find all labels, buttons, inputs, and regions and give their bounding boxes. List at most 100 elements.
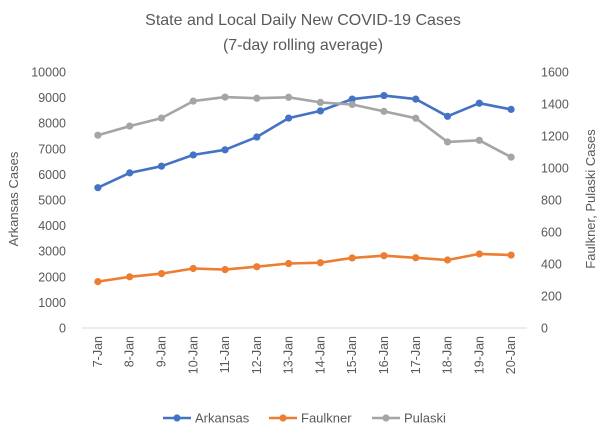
- data-point-pulaski: [157, 114, 166, 122]
- data-point-arkansas: [443, 112, 452, 120]
- data-point-faulkner: [443, 256, 452, 264]
- data-point-faulkner: [189, 264, 197, 273]
- legend-swatch-marker: [279, 414, 287, 422]
- chart-title: State and Local Daily New COVID-19 Cases: [145, 12, 461, 29]
- data-point-faulkner: [285, 259, 293, 268]
- data-point-arkansas: [475, 99, 483, 107]
- data-point-pulaski: [189, 97, 197, 105]
- data-point-pulaski: [94, 131, 102, 139]
- x-tick-label: 17-Jan: [409, 336, 423, 374]
- data-point-faulkner: [475, 250, 483, 258]
- legend-item-pulaski: Pulaski: [372, 411, 446, 426]
- x-tick-label: 20-Jan: [504, 336, 518, 374]
- y-right-tick-label: 0: [541, 322, 548, 336]
- series-faulkner: [94, 250, 515, 286]
- y-left-tick-label: 10000: [31, 66, 66, 80]
- x-tick-label: 8-Jan: [123, 336, 137, 367]
- data-point-faulkner: [348, 254, 356, 262]
- data-point-arkansas: [285, 114, 293, 122]
- data-point-arkansas: [157, 162, 166, 170]
- y-left-tick-label: 0: [59, 322, 66, 336]
- data-point-pulaski: [507, 153, 515, 161]
- data-point-faulkner: [316, 259, 324, 267]
- y-right-tick-label: 800: [541, 194, 562, 208]
- data-point-pulaski: [348, 100, 356, 109]
- data-point-faulkner: [126, 273, 134, 281]
- data-point-pulaski: [412, 114, 420, 122]
- x-tick-label: 9-Jan: [154, 336, 168, 367]
- legend-swatch-marker: [173, 414, 181, 422]
- y-right-tick-label: 1200: [541, 130, 569, 144]
- x-tick-label: 18-Jan: [441, 336, 455, 374]
- data-point-faulkner: [221, 266, 229, 274]
- x-tick-label: 15-Jan: [345, 336, 359, 374]
- y-right-tick-labels: 0 200 400 600 800 1000 1200 1400 1600: [541, 66, 569, 336]
- chart-subtitle: (7-day rolling average): [223, 37, 383, 54]
- data-point-arkansas: [126, 169, 134, 177]
- series-line-arkansas: [96, 94, 513, 189]
- legend-item-arkansas: Arkansas: [163, 411, 250, 426]
- x-tick-label: 12-Jan: [250, 336, 264, 374]
- y-left-tick-label: 9000: [38, 91, 66, 105]
- data-point-faulkner: [507, 251, 515, 259]
- y-left-tick-labels: 0 1000 2000 3000 4000 5000 6000 7000 8000 9000 100…: [31, 66, 66, 336]
- series-line-faulkner: [96, 252, 513, 283]
- y-left-tick-label: 2000: [38, 270, 66, 284]
- data-point-faulkner: [157, 270, 166, 278]
- data-point-faulkner: [412, 254, 420, 262]
- data-point-arkansas: [253, 133, 261, 141]
- data-point-pulaski: [380, 107, 388, 115]
- x-tick-label: 14-Jan: [313, 336, 327, 374]
- data-point-faulkner: [94, 278, 102, 286]
- x-tick-label: 7-Jan: [91, 336, 105, 367]
- y-right-tick-label: 1000: [541, 162, 569, 176]
- x-tick-labels: 7-Jan 8-Jan 9-Jan 10-Jan 11-Jan 12-Jan 13-Jan 1…: [91, 336, 518, 374]
- x-tick-label: 11-Jan: [218, 336, 232, 373]
- y-left-tick-label: 7000: [38, 142, 66, 156]
- x-tick-label: 13-Jan: [282, 336, 296, 374]
- legend-item-faulkner: Faulkner: [269, 411, 352, 426]
- data-point-arkansas: [380, 91, 388, 100]
- y-right-tick-label: 200: [541, 290, 562, 304]
- data-point-arkansas: [316, 107, 324, 115]
- y-left-tick-label: 3000: [38, 245, 66, 259]
- y-right-tick-label: 400: [541, 258, 562, 272]
- legend-label: Arkansas: [195, 411, 250, 426]
- series-pulaski: [94, 93, 515, 161]
- legend-label: Faulkner: [301, 411, 352, 426]
- data-point-faulkner: [253, 263, 261, 271]
- legend-swatch-marker: [382, 414, 390, 422]
- y-right-axis-title: Faulkner, Pulaski Cases: [583, 129, 598, 269]
- y-left-tick-label: 1000: [38, 296, 66, 310]
- y-left-axis-title: Arkansas Cases: [6, 151, 21, 246]
- x-tick-label: 10-Jan: [186, 336, 200, 374]
- series-layer: [94, 91, 515, 286]
- y-left-tick-label: 5000: [38, 194, 66, 208]
- x-tick-label: 19-Jan: [472, 336, 486, 374]
- series-arkansas: [94, 91, 515, 192]
- y-left-tick-label: 6000: [38, 168, 66, 182]
- data-point-faulkner: [380, 252, 388, 260]
- legend: Arkansas Faulkner Pulaski: [163, 411, 446, 426]
- data-point-pulaski: [475, 136, 483, 144]
- data-point-pulaski: [221, 93, 229, 101]
- data-point-pulaski: [316, 98, 324, 106]
- data-point-pulaski: [126, 122, 134, 130]
- data-point-arkansas: [94, 184, 102, 192]
- y-right-tick-label: 1400: [541, 98, 569, 112]
- legend-label: Pulaski: [404, 411, 446, 426]
- data-point-arkansas: [507, 105, 515, 113]
- series-line-pulaski: [96, 95, 513, 159]
- data-point-arkansas: [348, 95, 356, 103]
- data-point-arkansas: [189, 151, 197, 159]
- data-point-pulaski: [285, 93, 293, 101]
- data-point-arkansas: [412, 95, 420, 103]
- data-point-arkansas: [221, 146, 229, 154]
- y-left-tick-label: 8000: [38, 117, 66, 131]
- x-tick-label: 16-Jan: [377, 336, 391, 374]
- data-point-pulaski: [253, 94, 261, 102]
- data-point-pulaski: [443, 138, 452, 146]
- y-left-tick-label: 4000: [38, 219, 66, 233]
- y-right-tick-label: 1600: [541, 66, 569, 80]
